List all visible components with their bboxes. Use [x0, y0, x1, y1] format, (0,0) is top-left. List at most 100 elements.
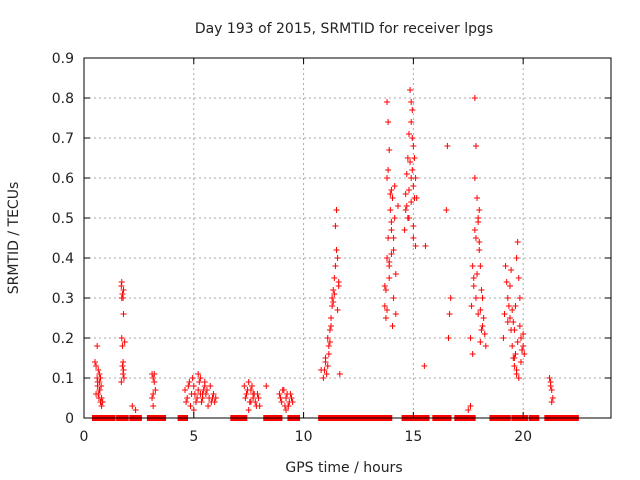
data-point	[93, 391, 100, 397]
data-point	[468, 303, 475, 309]
data-point	[472, 235, 479, 241]
data-point	[511, 355, 518, 361]
data-point	[119, 363, 126, 369]
data-point	[323, 371, 330, 377]
x-tick-label: 5	[189, 429, 198, 445]
data-point	[263, 383, 270, 389]
data-point	[91, 359, 98, 365]
y-tick-label: 0.7	[52, 131, 74, 147]
data-point	[120, 375, 127, 381]
data-point	[277, 395, 284, 401]
data-point	[444, 143, 451, 149]
data-point	[388, 251, 395, 257]
data-point	[387, 191, 394, 197]
data-point	[199, 391, 206, 397]
data-point	[386, 147, 393, 153]
data-point	[501, 311, 508, 317]
data-point	[192, 399, 199, 405]
data-point	[197, 375, 204, 381]
data-point	[391, 215, 398, 221]
data-point	[187, 403, 194, 409]
data-point	[409, 135, 416, 141]
data-point	[443, 207, 450, 213]
data-point	[409, 107, 416, 113]
data-point	[509, 343, 516, 349]
data-point	[334, 307, 341, 313]
data-point	[120, 311, 127, 317]
data-point	[388, 227, 395, 233]
data-point	[388, 219, 395, 225]
data-point	[391, 183, 398, 189]
data-point	[190, 383, 197, 389]
data-point	[410, 235, 417, 241]
data-point	[392, 311, 399, 317]
data-point	[288, 395, 295, 401]
x-tick-label: 20	[514, 429, 532, 445]
data-point	[195, 371, 202, 377]
data-point	[521, 351, 528, 357]
data-point	[334, 255, 341, 261]
data-point	[470, 275, 477, 281]
data-point	[94, 379, 101, 385]
y-tick-label: 0.8	[52, 91, 74, 107]
data-point	[329, 295, 336, 301]
data-point	[403, 203, 410, 209]
data-point	[402, 191, 409, 197]
data-point	[388, 187, 395, 193]
data-point	[447, 295, 454, 301]
y-tick-label: 0.2	[52, 331, 74, 347]
data-point	[195, 387, 202, 393]
data-point	[390, 295, 397, 301]
plot-frame	[83, 57, 612, 419]
data-point	[211, 399, 218, 405]
data-point	[516, 295, 523, 301]
data-point	[121, 339, 128, 345]
data-point	[209, 395, 216, 401]
data-point	[119, 291, 126, 297]
data-point	[329, 303, 336, 309]
data-point	[255, 395, 262, 401]
data-point	[502, 263, 509, 269]
data-point	[477, 339, 484, 345]
data-point	[476, 239, 483, 245]
data-point	[198, 399, 205, 405]
data-point	[481, 331, 488, 337]
data-point	[421, 363, 428, 369]
data-point	[546, 375, 553, 381]
data-point	[331, 275, 338, 281]
grid	[84, 58, 611, 418]
x-tick-label: 0	[80, 429, 89, 445]
data-point	[325, 351, 332, 357]
x-axis-label: GPS time / hours	[285, 460, 402, 476]
data-point	[245, 379, 252, 385]
data-point	[505, 303, 512, 309]
data-point	[479, 323, 486, 329]
data-point	[515, 375, 522, 381]
data-point	[284, 391, 291, 397]
data-point	[201, 379, 208, 385]
y-tick-label: 0.1	[52, 371, 74, 387]
data-point	[205, 403, 212, 409]
data-point	[120, 359, 127, 365]
data-point	[509, 307, 516, 313]
data-point	[328, 315, 335, 321]
data-point	[96, 387, 103, 393]
data-point	[446, 311, 453, 317]
data-point	[517, 359, 524, 365]
data-point	[283, 395, 290, 401]
data-point	[384, 175, 391, 181]
data-point	[549, 395, 556, 401]
data-point	[149, 395, 156, 401]
data-point	[389, 195, 396, 201]
data-point	[279, 387, 286, 393]
data-point	[382, 315, 389, 321]
data-point	[118, 279, 125, 285]
data-point	[333, 247, 340, 253]
chart-title: Day 193 of 2015, SRMTID for receiver lpg…	[195, 21, 493, 37]
y-tick-label: 0.3	[52, 291, 74, 307]
data-point	[335, 283, 342, 289]
data-point	[384, 99, 391, 105]
data-point	[189, 375, 196, 381]
data-point	[381, 303, 388, 309]
